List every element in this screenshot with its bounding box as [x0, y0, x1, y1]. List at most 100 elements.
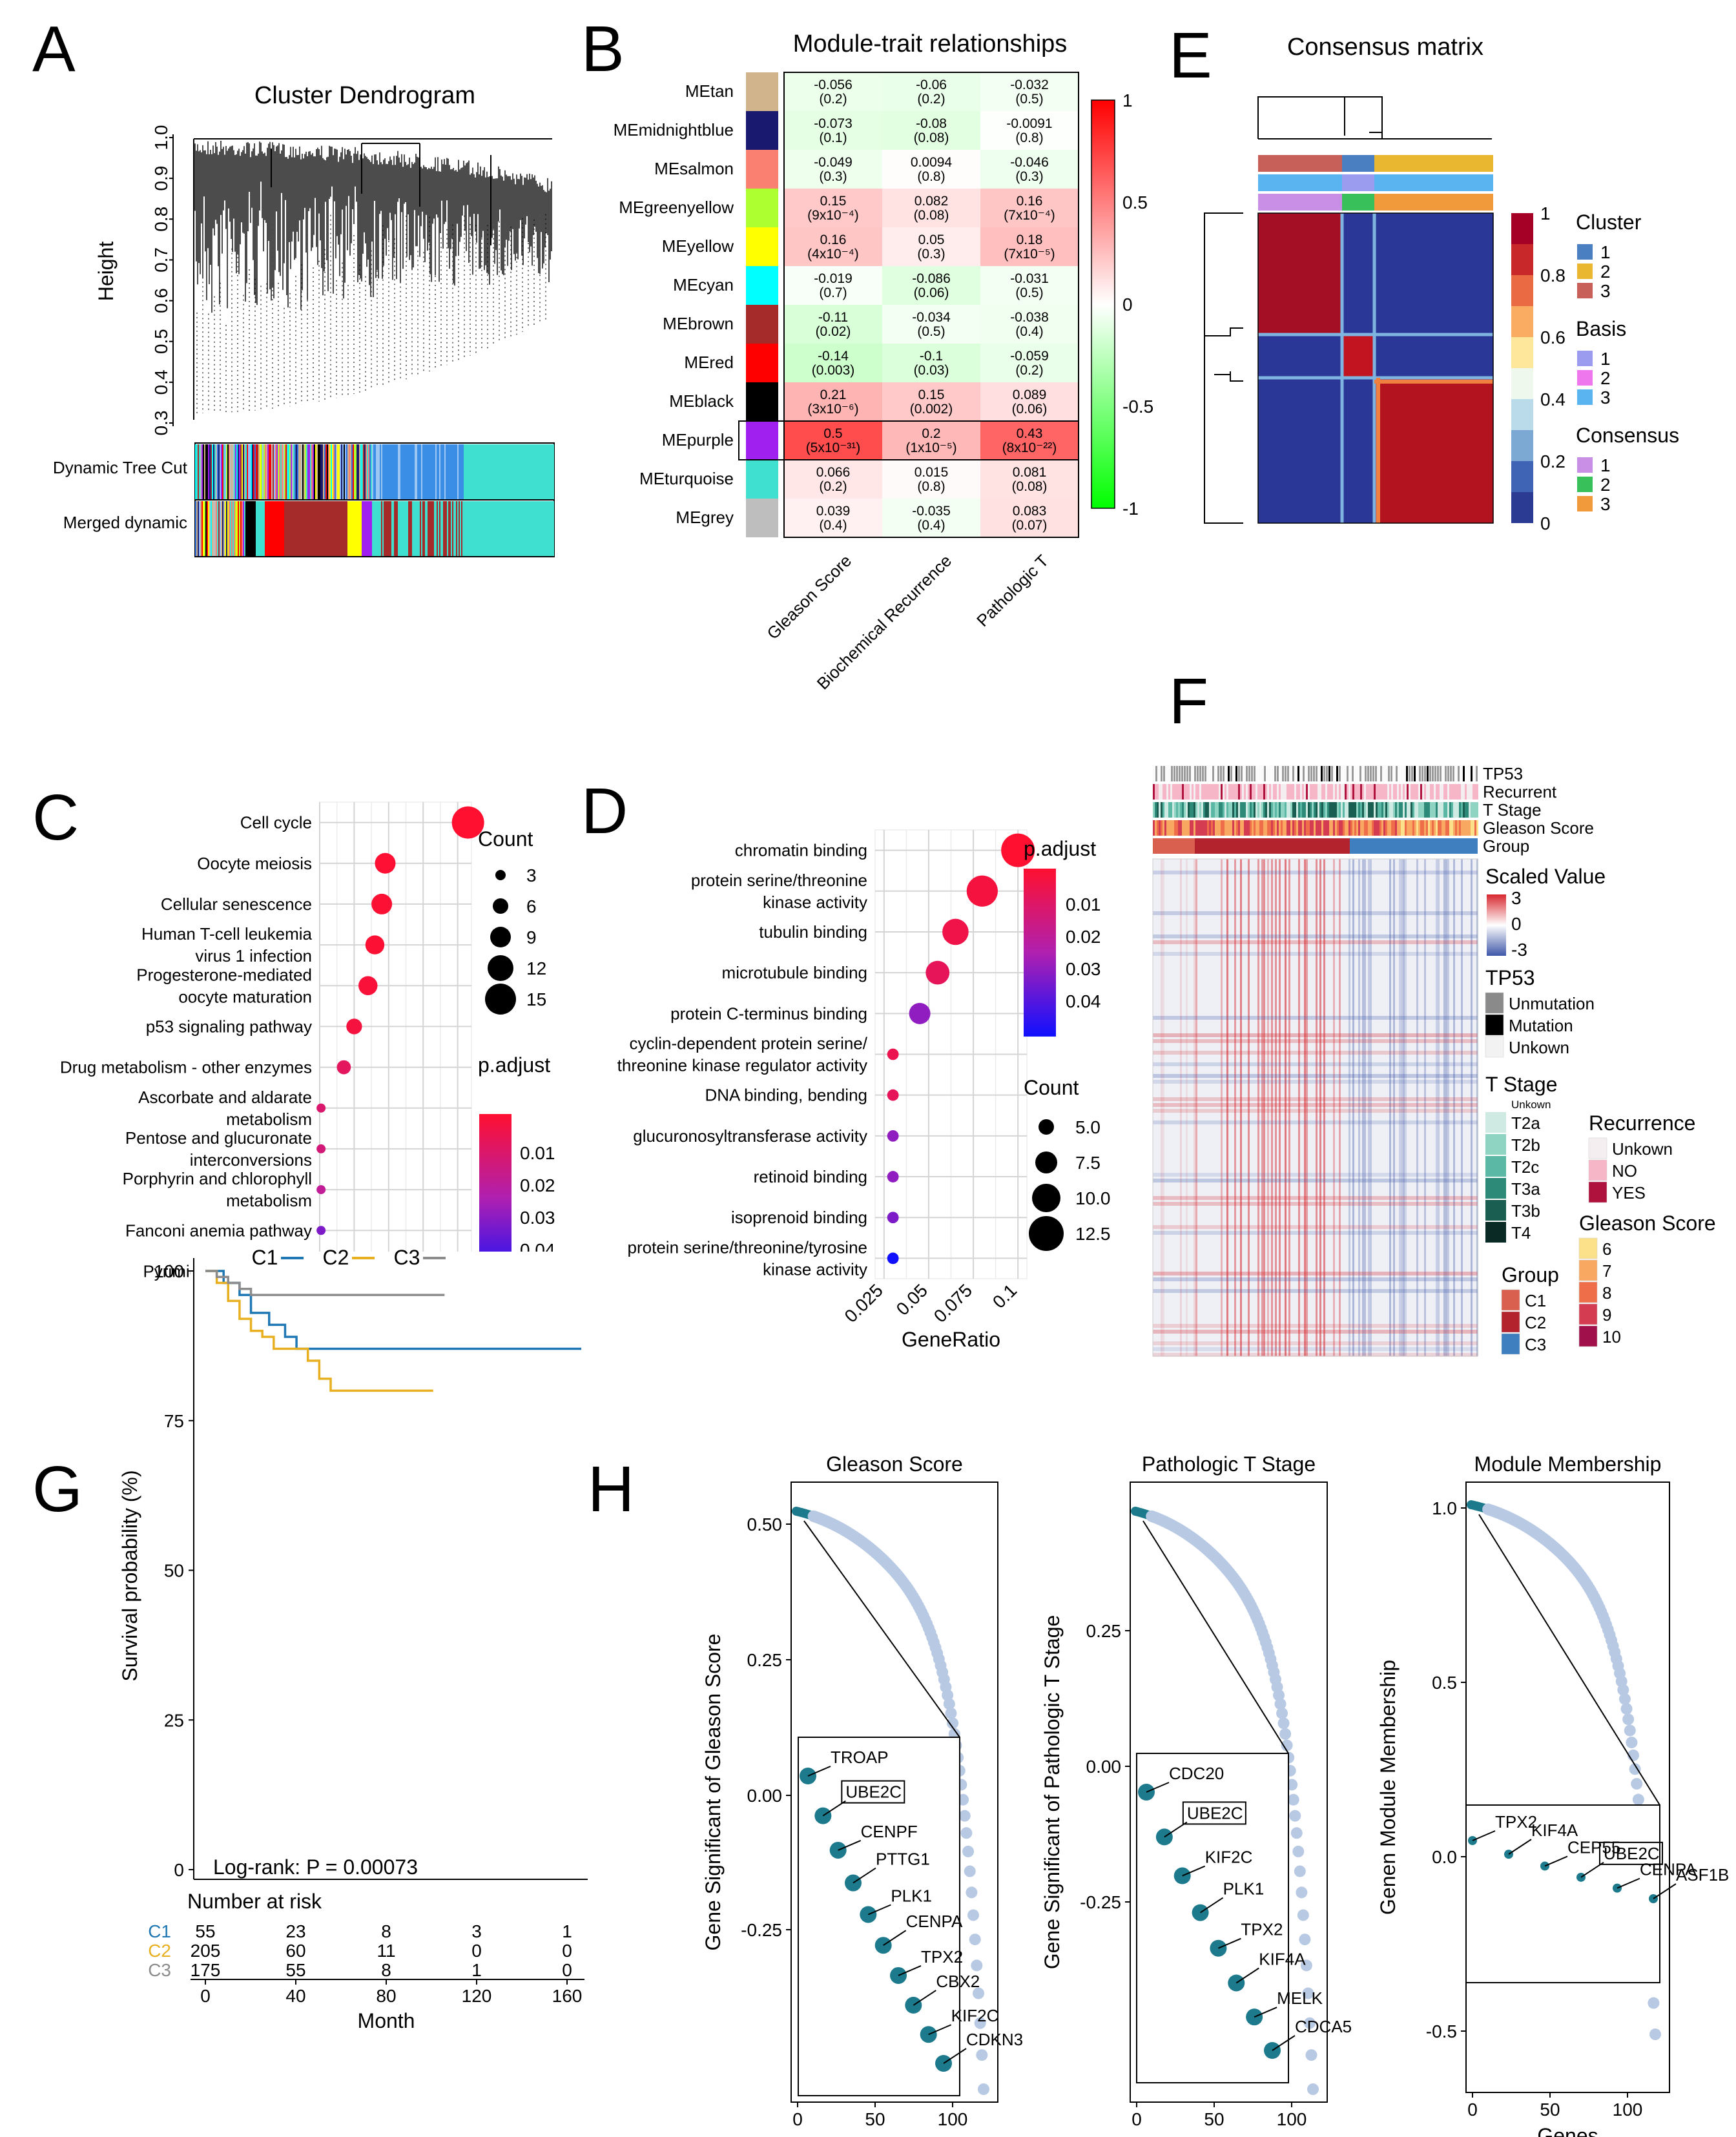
f-track-tp53-cell — [1194, 766, 1196, 781]
b-cell-pvalue: (0.2) — [819, 92, 847, 107]
f-track-gleason-cell — [1211, 820, 1213, 836]
f-track-tstage-cell — [1178, 802, 1180, 818]
a-dynamic-cut-bar — [341, 444, 342, 499]
a-dynamic-cut-bar — [552, 444, 553, 499]
a-merged-bar — [505, 501, 506, 556]
f-track-tstage-cell — [1381, 802, 1383, 818]
f-track-recur-cell — [1447, 784, 1449, 800]
f-track-gleason-cell — [1250, 820, 1252, 836]
a-merged-bar — [479, 501, 480, 556]
e-block-1 — [1258, 213, 1342, 335]
f-track-recur-cell — [1275, 784, 1277, 800]
h-gene-point — [1290, 1827, 1303, 1839]
e-legend-label: 3 — [1600, 281, 1611, 301]
f-track-recur-cell — [1230, 784, 1232, 800]
a-merged-bar — [515, 501, 517, 556]
b-cell-value: -0.073 — [814, 116, 852, 131]
h-gene-point — [942, 1689, 954, 1701]
g-ylabel: Survival probability (%) — [118, 1470, 141, 1681]
f-track-recur-cell — [1281, 784, 1283, 800]
h-gene-point — [1300, 1959, 1312, 1972]
f-legend-swatch — [1588, 1159, 1607, 1181]
a-dynamic-cut-bar — [366, 444, 367, 499]
a-dynamic-cut-bar — [213, 444, 214, 499]
f-track-gleason-cell — [1168, 820, 1170, 836]
f-track-recur-cell — [1362, 784, 1364, 800]
f-track-tp53-cell — [1341, 766, 1343, 781]
f-track-tp53-cell — [1385, 766, 1387, 781]
a-ylabel: Height — [94, 242, 118, 302]
a-merged-bar — [326, 501, 327, 556]
f-track-tp53-cell — [1468, 766, 1470, 781]
b-cell-pvalue: (0.8) — [917, 169, 945, 184]
f-track-tstage-cell — [1153, 802, 1155, 818]
b-cell-pvalue: (0.02) — [816, 324, 851, 339]
f-track-gleason-cell — [1378, 820, 1380, 836]
h-label-line — [1508, 1839, 1532, 1855]
a-merged-bar — [266, 501, 267, 556]
a-merged-bar — [433, 501, 434, 556]
f-track-recur-cell — [1155, 784, 1157, 800]
f-scaled-title: Scaled Value — [1485, 865, 1606, 888]
g-xtick-label: 0 — [200, 1986, 211, 2006]
f-track-tp53-cell — [1336, 766, 1338, 781]
d-color-legend-title: p.adjust — [1024, 837, 1096, 860]
a-merged-bar — [198, 501, 199, 556]
f-track-gleason-cell — [1273, 820, 1275, 836]
a-merged-bar — [341, 501, 342, 556]
a-merged-bar — [307, 501, 309, 556]
a-dynamic-cut-bar — [380, 444, 381, 499]
f-track-tp53-cell — [1192, 766, 1194, 781]
e-scale-label: 0.4 — [1540, 389, 1566, 409]
f-track-recur-cell — [1442, 784, 1443, 800]
a-dynamic-cut-bar — [306, 444, 307, 499]
f-track-gleason-cell — [1228, 820, 1230, 836]
f-track-tp53-cell — [1295, 766, 1297, 781]
f-heat-row — [1153, 1272, 1478, 1275]
f-track-recur-cell — [1319, 784, 1321, 800]
f-track-recur-cell — [1329, 784, 1331, 800]
a-merged-bar — [258, 501, 260, 556]
a-dynamic-cut-bar — [313, 444, 314, 499]
a-dynamic-cut-bar — [460, 444, 461, 499]
a-dynamic-cut-bar — [222, 444, 223, 499]
f-track-gleason-cell — [1199, 820, 1201, 836]
f-heat-column — [1389, 859, 1391, 1356]
f-heat-column — [1443, 859, 1445, 1356]
f-track-recur-cell — [1215, 784, 1217, 800]
d-size-legend-label: 5.0 — [1075, 1117, 1100, 1137]
a-dynamic-cut-bar — [236, 444, 238, 499]
d-color-legend-label: 0.04 — [1066, 991, 1101, 1011]
f-heat-column — [1161, 859, 1162, 1356]
f-track-tstage-cell — [1395, 802, 1397, 818]
a-merged-bar — [390, 501, 391, 556]
g-risk-row-name: C2 — [148, 1941, 171, 1961]
f-track-gleason-cell — [1166, 820, 1168, 836]
f-track-gleason-cell — [1383, 820, 1385, 836]
f-track-gleason-cell — [1290, 820, 1292, 836]
a-dynamic-cut-bar — [400, 444, 402, 499]
h-gene-point — [1277, 1717, 1290, 1729]
dot-marker — [451, 806, 484, 839]
a-dynamic-cut-bar — [540, 444, 541, 499]
a-dynamic-cut-bar — [229, 444, 230, 499]
a-merged-bar — [220, 501, 221, 556]
g-risk-row-name: C1 — [148, 1921, 171, 1941]
h-zoom-connector — [803, 1520, 960, 1738]
f-track-tp53-cell — [1256, 766, 1258, 781]
f-track-recur-cell — [1380, 784, 1381, 800]
f-track-tstage-cell — [1331, 802, 1333, 818]
g-risk-value: 0 — [562, 1960, 572, 1980]
f-track-tp53-cell — [1199, 766, 1201, 781]
f-track-gleason-cell — [1430, 820, 1432, 836]
f-track-gleason-cell — [1215, 820, 1217, 836]
f-track-gleason-cell — [1159, 820, 1161, 836]
f-track-recur-cell — [1232, 784, 1234, 800]
a-merged-bar — [204, 501, 205, 556]
a-dynamic-cut-bar — [468, 444, 469, 499]
f-track-tstage-cell — [1240, 802, 1242, 818]
f-track-gleason-cell — [1370, 820, 1372, 836]
b-cbar-tick: 1 — [1122, 90, 1133, 110]
a-dynamic-cut-bar — [345, 444, 346, 499]
